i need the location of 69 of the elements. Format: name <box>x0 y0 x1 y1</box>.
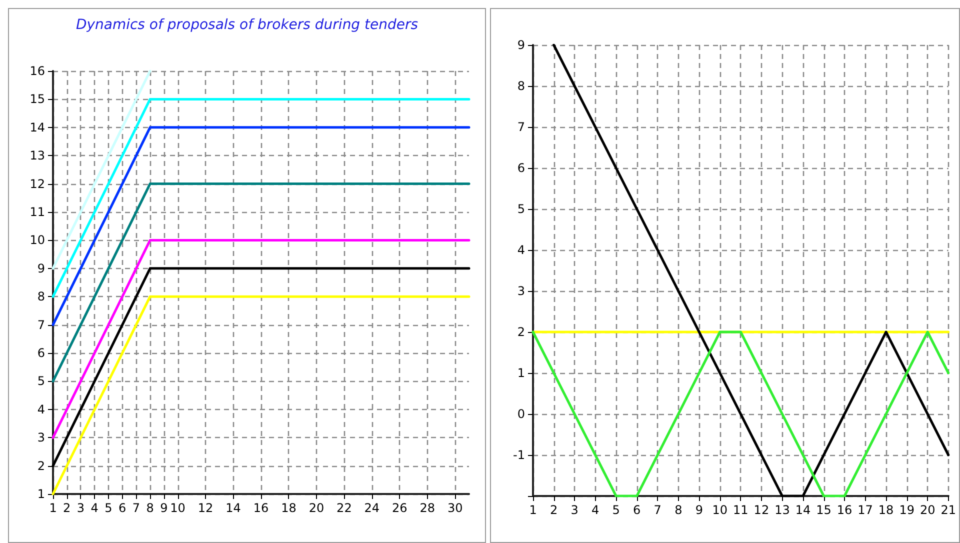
y-tick-label: 2 <box>517 325 525 339</box>
x-tick-label: 10 <box>712 503 728 517</box>
y-tick-label: 3 <box>517 284 525 298</box>
x-tick-label: 7 <box>132 501 140 515</box>
x-tick-label: 7 <box>654 503 662 517</box>
y-tick-label: 4 <box>37 402 45 416</box>
y-tick-label: 5 <box>37 374 45 388</box>
x-tick-label: 28 <box>420 501 436 515</box>
y-tick-label: 8 <box>517 79 525 93</box>
chart-title: Dynamics of proposals of brokers during tenders <box>76 17 418 33</box>
x-tick-label: 18 <box>878 503 894 517</box>
y-tick-label: 6 <box>37 346 45 360</box>
x-tick-label: 18 <box>281 501 296 515</box>
x-tick-label: 17 <box>858 503 873 517</box>
y-tick-label: 3 <box>37 430 45 445</box>
y-tick-label: 0 <box>517 407 525 421</box>
x-tick-label: 9 <box>695 503 703 517</box>
y-tick-label: 1 <box>517 366 525 380</box>
y-tick-label: -1 <box>513 448 525 462</box>
x-tick-label: 15 <box>816 503 832 517</box>
x-tick-label: 20 <box>920 503 936 517</box>
y-tick-label: 4 <box>517 243 525 257</box>
y-tick-label: 15 <box>30 92 45 106</box>
x-tick-label: 11 <box>733 503 748 517</box>
x-tick-label: 14 <box>795 503 811 517</box>
x-tick-label: 22 <box>336 501 352 515</box>
y-tick-label: 2 <box>37 458 45 473</box>
x-tick-label: 6 <box>633 503 641 517</box>
x-tick-label: 10 <box>170 501 186 515</box>
y-tick-label: 6 <box>517 161 525 175</box>
x-tick-label: 8 <box>674 503 682 517</box>
y-tick-label: 12 <box>30 176 45 191</box>
y-tick-label: 7 <box>517 120 525 134</box>
y-tick-label: 10 <box>30 233 45 248</box>
x-tick-label: 1 <box>49 501 57 515</box>
x-tick-label: 5 <box>104 501 112 515</box>
x-tick-label: 2 <box>550 503 558 517</box>
y-tick-label: 5 <box>517 202 525 216</box>
x-tick-label: 4 <box>90 501 98 515</box>
x-tick-label: 8 <box>146 501 154 515</box>
x-tick-label: 13 <box>774 503 790 517</box>
x-tick-label: 24 <box>364 501 380 515</box>
x-tick-label: 20 <box>308 501 324 515</box>
y-tick-label: 16 <box>30 64 45 78</box>
x-tick-label: 6 <box>118 501 126 515</box>
y-tick-label: 14 <box>30 120 45 134</box>
y-tick-label: 13 <box>30 148 45 163</box>
x-tick-label: 3 <box>570 503 578 517</box>
x-tick-label: 14 <box>226 501 241 515</box>
y-tick-label: 8 <box>37 290 45 304</box>
x-tick-label: 21 <box>940 503 956 517</box>
x-tick-label: 16 <box>253 501 269 515</box>
x-tick-label: 3 <box>76 501 85 515</box>
x-tick-label: 2 <box>63 501 71 515</box>
x-tick-label: 30 <box>447 501 463 515</box>
x-tick-label: 5 <box>612 503 620 517</box>
x-tick-label: 12 <box>754 503 770 517</box>
y-tick-label: 7 <box>37 318 45 332</box>
y-tick-label: 1 <box>37 487 45 501</box>
y-tick-label: 11 <box>30 205 45 219</box>
x-tick-label: 1 <box>529 503 537 517</box>
x-tick-label: 4 <box>591 503 600 517</box>
x-tick-label: 16 <box>836 503 852 517</box>
x-tick-label: 19 <box>899 503 914 517</box>
x-tick-label: 12 <box>198 501 214 515</box>
x-tick-label: 9 <box>160 501 168 515</box>
y-tick-label: 9 <box>37 261 45 276</box>
y-tick-label: 9 <box>517 38 525 52</box>
x-tick-label: 26 <box>392 501 408 515</box>
